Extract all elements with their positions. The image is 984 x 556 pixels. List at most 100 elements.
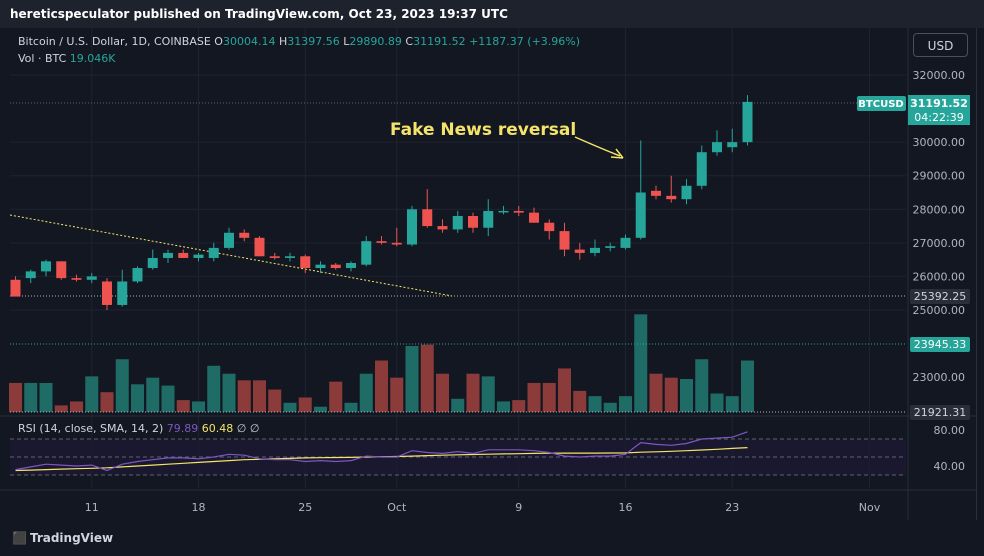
candle-body [41,261,51,272]
candle-body [605,246,616,248]
volume-bar [436,373,449,412]
open-label: O [214,35,223,48]
candles-layer [10,95,753,310]
candle-body [163,252,173,258]
x-tick-label: 23 [725,501,739,514]
volume-bar [420,344,434,412]
candle-body [651,190,661,196]
volume-bar [268,389,282,412]
volume-bar [573,390,587,412]
candle-body [712,142,722,153]
candle-body [529,212,539,223]
price-tick-label: 27000.00 [913,237,966,250]
x-tick-label: 11 [85,501,99,514]
x-tick-label: 25 [298,501,312,514]
price-tick-label: 32000.00 [913,69,966,82]
volume-bar [85,376,99,412]
high-value: 31397.56 [287,35,340,48]
chart-frame [0,28,977,520]
volume-bar [512,400,526,412]
countdown-value: 04:22:39 [914,111,963,124]
candle-body [483,210,494,228]
candle-body [315,264,326,269]
close-label: C [405,35,414,48]
grid-layer [10,28,906,488]
volume-bar [298,397,312,412]
publisher-line: hereticspeculator published on TradingVi… [10,7,508,21]
candle-body [376,241,387,243]
low-label: L [343,35,350,48]
volume-bar [39,382,53,412]
candle-body [696,152,707,186]
volume-bar [131,384,144,412]
open-value: 30004.14 [222,35,276,48]
volume-bar [237,380,251,412]
volume-bar [725,396,739,412]
candle-body [559,231,570,250]
rsi-tick-label: 80.00 [934,424,966,437]
candle-body [102,281,112,305]
volume-bar [253,380,266,412]
symbol-badge [857,96,906,111]
x-tick-label: 18 [192,501,206,514]
price-tick-label: 30000.00 [913,136,966,149]
rsi-legend: RSI (14, close, SMA, 14, 2) 79.89 60.48 … [18,422,259,435]
volume-bar [619,396,632,412]
volume-bar [222,373,236,412]
candle-body [300,256,311,269]
volume-bar [54,405,68,412]
price-tick-label: 23000.00 [913,371,966,384]
annotation-arrow [574,136,621,157]
volume-bar [527,382,541,412]
volume-bar [24,382,38,412]
volume-bar [558,368,571,412]
candle-body [742,101,753,143]
candle-body [330,264,341,269]
volume-bar [146,377,160,412]
candle-body [193,254,204,258]
volume-bar [481,376,495,412]
level-badge-2-text: 23945.33 [914,338,967,351]
rsi-line [15,431,748,472]
volume-bar [176,400,190,412]
rsi-label[interactable]: RSI (14, close, SMA, 14, 2) [18,422,164,435]
candle-body [224,232,234,248]
volume-layer [9,314,754,412]
volume-bar [329,381,343,412]
candle-body [147,257,158,269]
volume-bar [9,382,22,412]
symbol-legend: Bitcoin / U.S. Dollar, 1D, COINBASE O300… [18,35,580,48]
candle-body [422,209,433,227]
change-value: +1187.37 (+3.96%) [469,35,581,48]
candle-body [391,242,402,245]
candle-body [178,252,189,258]
tradingview-logo[interactable]: ⬛ TradingView [12,531,113,545]
volume-bar [192,401,205,412]
symbol-name[interactable]: Bitcoin / U.S. Dollar, 1D, COINBASE [18,35,211,48]
volume-bar [314,406,327,412]
volume-bar [680,379,693,412]
rsi-extra: ∅ ∅ [236,422,260,435]
tradingview-brand: TradingView [29,531,114,545]
volume-bar [664,377,678,412]
candle-body [239,232,250,238]
volume-label[interactable]: Vol · BTC [18,52,67,65]
x-tick-label: Oct [387,501,407,514]
close-value: 31191.52 [413,35,466,48]
volume-bar [100,392,114,412]
currency-button[interactable]: USD [913,33,968,57]
volume-bar [542,382,556,412]
volume-bar [466,373,480,412]
volume-bar [207,365,221,412]
volume-bar [375,360,388,412]
x-tick-label: 16 [619,501,633,514]
volume-bar [451,398,465,412]
volume-bar [588,396,602,412]
volume-bar [115,359,129,412]
candle-body [635,192,646,238]
candle-body [10,279,21,297]
price-tick-label: 25000.00 [913,304,966,317]
candle-body [574,249,585,253]
